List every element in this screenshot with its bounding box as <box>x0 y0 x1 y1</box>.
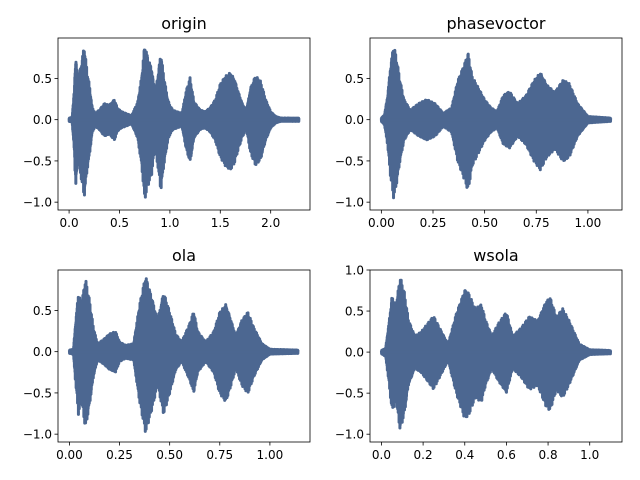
x-tick-label: 0.5 <box>110 216 129 230</box>
axis-ticks: 0.0 0.2 0.4 0.6 0.8 1.0 −1.0 −0.5 0.0 0.5 1.0 <box>335 264 599 463</box>
x-tick-label: 0.75 <box>206 448 233 462</box>
waveform-series <box>379 278 613 430</box>
x-tick-label: 0.50 <box>471 216 498 230</box>
x-tick-label: 1.00 <box>575 216 602 230</box>
y-tick-label: 0.5 <box>345 305 364 319</box>
x-tick-label: 0.00 <box>56 448 83 462</box>
x-tick-label: 0.00 <box>368 216 395 230</box>
subplot-phasevoctor: phasevoctor 0.00 0.25 0.50 0.75 1.00 −1.0 −0.5… <box>335 14 623 230</box>
y-tick-label: −1.0 <box>23 196 52 210</box>
x-tick-label: 0.75 <box>523 216 550 230</box>
y-tick-label: −0.5 <box>335 387 364 401</box>
subplot-ola: ola 0.00 0.25 0.50 0.75 1.00 −1.0 −0.5 0.0 0.5 <box>23 246 311 462</box>
y-tick-label: 0.5 <box>345 72 364 86</box>
x-tick-label: 1.00 <box>257 448 284 462</box>
subplot-title: phasevoctor <box>447 14 546 33</box>
y-tick-label: −1.0 <box>335 196 364 210</box>
y-tick-label: −0.5 <box>335 154 364 168</box>
subplot-title: ola <box>172 246 196 265</box>
waveform-line <box>379 278 613 430</box>
x-tick-label: 0.50 <box>156 448 183 462</box>
y-tick-label: 0.5 <box>33 304 52 318</box>
axes-frame <box>369 37 623 211</box>
y-tick-label: −0.5 <box>23 386 52 400</box>
subplot-title: origin <box>161 14 207 33</box>
x-tick-label: 0.0 <box>60 216 79 230</box>
x-tick-label: 0.25 <box>420 216 447 230</box>
subplot-wsola: wsola 0.0 0.2 0.4 0.6 0.8 1.0 −1.0 −0.5 0.0 0.5 1.… <box>335 246 623 463</box>
x-tick-label: 0.2 <box>414 448 433 462</box>
subplot-title: wsola <box>473 246 518 265</box>
y-tick-label: 0.5 <box>33 72 52 86</box>
axes-frame <box>57 37 311 211</box>
waveform-line <box>379 48 613 200</box>
axis-ticks: 0.00 0.25 0.50 0.75 1.00 −1.0 −0.5 0.0 0.5 <box>335 72 601 230</box>
y-tick-label: 1.0 <box>345 264 364 278</box>
x-tick-label: 0.8 <box>539 448 558 462</box>
waveform-line <box>67 48 301 199</box>
y-tick-label: 0.0 <box>33 113 52 127</box>
x-tick-label: 0.4 <box>455 448 474 462</box>
y-tick-label: 0.0 <box>33 345 52 359</box>
x-tick-label: 0.0 <box>372 448 391 462</box>
waveform-series <box>379 48 613 200</box>
waveform-line <box>67 277 300 433</box>
waveform-series <box>67 48 301 199</box>
axis-ticks: 0.00 0.25 0.50 0.75 1.00 −1.0 −0.5 0.0 0.5 <box>23 304 283 462</box>
x-tick-label: 1.5 <box>211 216 230 230</box>
axes-frame <box>369 269 623 443</box>
subplot-origin: origin 0.0 0.5 1.0 1.5 2.0 −1.0 −0.5 0.0 0.5 <box>23 14 311 230</box>
axes-frame <box>57 269 311 443</box>
y-tick-label: 0.0 <box>345 113 364 127</box>
y-tick-label: −0.5 <box>23 154 52 168</box>
x-tick-label: 0.6 <box>497 448 516 462</box>
y-tick-label: 0.0 <box>345 346 364 360</box>
y-tick-label: −1.0 <box>335 428 364 442</box>
waveform-series <box>67 277 300 433</box>
x-tick-label: 0.25 <box>106 448 133 462</box>
x-tick-label: 1.0 <box>580 448 599 462</box>
y-tick-label: −1.0 <box>23 428 52 442</box>
axis-ticks: 0.0 0.5 1.0 1.5 2.0 −1.0 −0.5 0.0 0.5 <box>23 72 280 230</box>
x-tick-label: 2.0 <box>261 216 280 230</box>
x-tick-label: 1.0 <box>160 216 179 230</box>
